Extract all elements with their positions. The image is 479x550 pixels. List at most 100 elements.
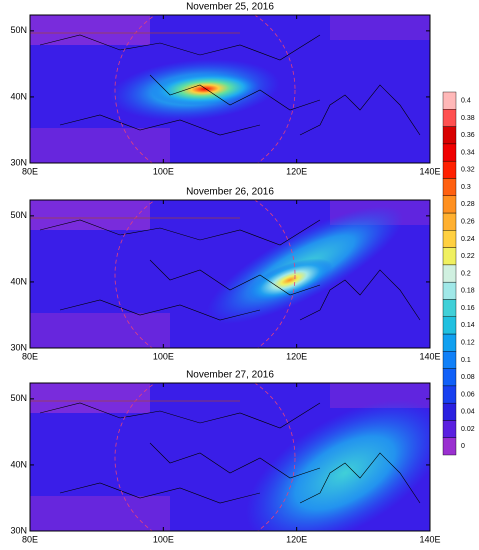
map-area bbox=[30, 383, 430, 531]
border-line bbox=[299, 452, 421, 504]
lat-tick-label: 30N bbox=[10, 157, 27, 167]
colorbar-box bbox=[442, 316, 457, 335]
map-area bbox=[30, 15, 430, 163]
colorbar-box bbox=[442, 178, 457, 196]
range-circle bbox=[114, 383, 296, 531]
plume bbox=[150, 72, 260, 106]
lon-tick-label: 140E bbox=[419, 534, 440, 544]
colorbar-box bbox=[442, 299, 457, 317]
border-line bbox=[59, 114, 261, 136]
lon-tick-label: 120E bbox=[286, 166, 307, 176]
colorbar-label: 0.4 bbox=[461, 97, 471, 104]
colorbar-label: 0 bbox=[461, 443, 465, 450]
colorbar-label: 0.34 bbox=[461, 149, 475, 156]
colorbar-label: 0.04 bbox=[461, 409, 475, 416]
colorbar-box bbox=[442, 402, 457, 421]
colorbar-box bbox=[442, 109, 457, 127]
colorbar-box bbox=[442, 437, 457, 456]
colorbar-label: 0.14 bbox=[461, 322, 475, 329]
colorbar-box bbox=[442, 126, 457, 145]
colorbar-box bbox=[442, 212, 457, 231]
lon-tick-label: 140E bbox=[419, 166, 440, 176]
border-line bbox=[299, 84, 421, 136]
colorbar-label: 0.36 bbox=[461, 132, 475, 139]
colorbar-box bbox=[442, 281, 457, 300]
lon-tick-label: 100E bbox=[153, 351, 174, 361]
lat-tick-label: 50N bbox=[10, 393, 27, 403]
map-frame bbox=[29, 14, 431, 164]
lon-tick-label: 80E bbox=[22, 534, 38, 544]
colorbar-label: 0.3 bbox=[461, 184, 471, 191]
lon-tick-label: 120E bbox=[286, 351, 307, 361]
lat-tick-label: 50N bbox=[10, 210, 27, 220]
colorbar-label: 0.26 bbox=[461, 218, 475, 225]
lat-tick-label: 50N bbox=[10, 25, 27, 35]
lon-tick-label: 100E bbox=[153, 534, 174, 544]
lon-tick-label: 140E bbox=[419, 351, 440, 361]
lat-tick-label: 40N bbox=[10, 459, 27, 469]
colorbar-box bbox=[442, 368, 457, 387]
range-circle bbox=[114, 200, 296, 348]
border-line bbox=[149, 74, 321, 111]
colorbar: 0 0.02 0.04 0.06 0.08 0.1 0.12 0.14 0.16 0.18 0.2 0… bbox=[442, 91, 475, 456]
colorbar-box bbox=[442, 230, 457, 248]
panel-title: November 27, 2016 bbox=[186, 370, 274, 381]
colorbar-label: 0.12 bbox=[461, 339, 475, 346]
border-line bbox=[149, 259, 321, 296]
border-line bbox=[59, 299, 261, 321]
border-line bbox=[39, 219, 321, 246]
colorbar-box bbox=[442, 333, 457, 352]
plume bbox=[247, 258, 333, 302]
lon-tick-label: 120E bbox=[286, 534, 307, 544]
colorbar-box bbox=[442, 264, 457, 283]
low-region bbox=[30, 200, 150, 230]
colorbar-box bbox=[442, 195, 457, 214]
colorbar-box bbox=[442, 351, 457, 369]
colorbar-box bbox=[442, 385, 457, 404]
border-line bbox=[39, 34, 321, 61]
plume bbox=[245, 400, 430, 531]
colorbar-label: 0.18 bbox=[461, 288, 475, 295]
lat-tick-label: 40N bbox=[10, 91, 27, 101]
colorbar-box bbox=[442, 91, 457, 110]
colorbar-box bbox=[442, 143, 457, 162]
colorbar-box bbox=[442, 160, 457, 179]
panel-title: November 26, 2016 bbox=[186, 187, 274, 198]
panel-title: November 25, 2016 bbox=[186, 2, 274, 13]
map-frame bbox=[29, 199, 431, 349]
border-line bbox=[59, 482, 261, 504]
lon-tick-label: 80E bbox=[22, 351, 38, 361]
range-circle bbox=[114, 15, 296, 163]
colorbar-label: 0.28 bbox=[461, 201, 475, 208]
colorbar-box bbox=[442, 420, 457, 438]
lat-tick-label: 40N bbox=[10, 276, 27, 286]
colorbar-label: 0.2 bbox=[461, 270, 471, 277]
colorbar-label: 0.24 bbox=[461, 236, 475, 243]
map-panel: November 27, 2016 80E 100E 120E 140E 30N 40N 50… bbox=[10, 370, 440, 545]
colorbar-label: 0.02 bbox=[461, 426, 475, 433]
colorbar-label: 0.32 bbox=[461, 167, 475, 174]
map-frame bbox=[29, 382, 431, 532]
low-region bbox=[30, 313, 170, 348]
lon-tick-label: 100E bbox=[153, 166, 174, 176]
low-region bbox=[330, 15, 430, 40]
border-line bbox=[149, 442, 321, 479]
colorbar-label: 0.08 bbox=[461, 374, 475, 381]
low-region bbox=[30, 383, 150, 413]
colorbar-label: 0.16 bbox=[461, 305, 475, 312]
colorbar-label: 0.06 bbox=[461, 391, 475, 398]
map-area bbox=[30, 200, 430, 348]
lat-tick-label: 30N bbox=[10, 525, 27, 535]
map-panel: November 26, 2016 80E 100E 120E 140E 30N 40N 50… bbox=[10, 187, 440, 362]
map-panel: November 25, 2016 80E 100E 120E 140E 30N 40N 50… bbox=[10, 2, 440, 177]
lat-tick-label: 30N bbox=[10, 342, 27, 352]
border-line bbox=[39, 402, 321, 429]
colorbar-label: 0.1 bbox=[461, 357, 471, 364]
lon-tick-label: 80E bbox=[22, 166, 38, 176]
low-region bbox=[30, 128, 170, 163]
colorbar-box bbox=[442, 247, 457, 266]
low-region bbox=[30, 496, 170, 531]
colorbar-label: 0.22 bbox=[461, 253, 475, 260]
colorbar-label: 0.38 bbox=[461, 115, 475, 122]
